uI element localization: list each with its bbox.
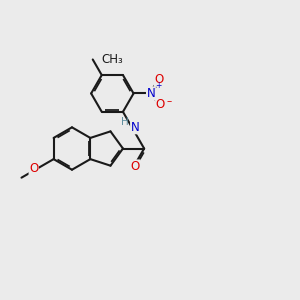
Text: H: H <box>122 117 129 127</box>
Text: N: N <box>147 87 155 100</box>
Text: O: O <box>29 162 38 175</box>
Text: O: O <box>131 160 140 173</box>
Text: N: N <box>131 121 140 134</box>
Text: –: – <box>166 96 171 106</box>
Text: O: O <box>154 73 164 86</box>
Text: CH₃: CH₃ <box>102 53 123 66</box>
Text: +: + <box>156 81 162 90</box>
Text: O: O <box>156 98 165 111</box>
